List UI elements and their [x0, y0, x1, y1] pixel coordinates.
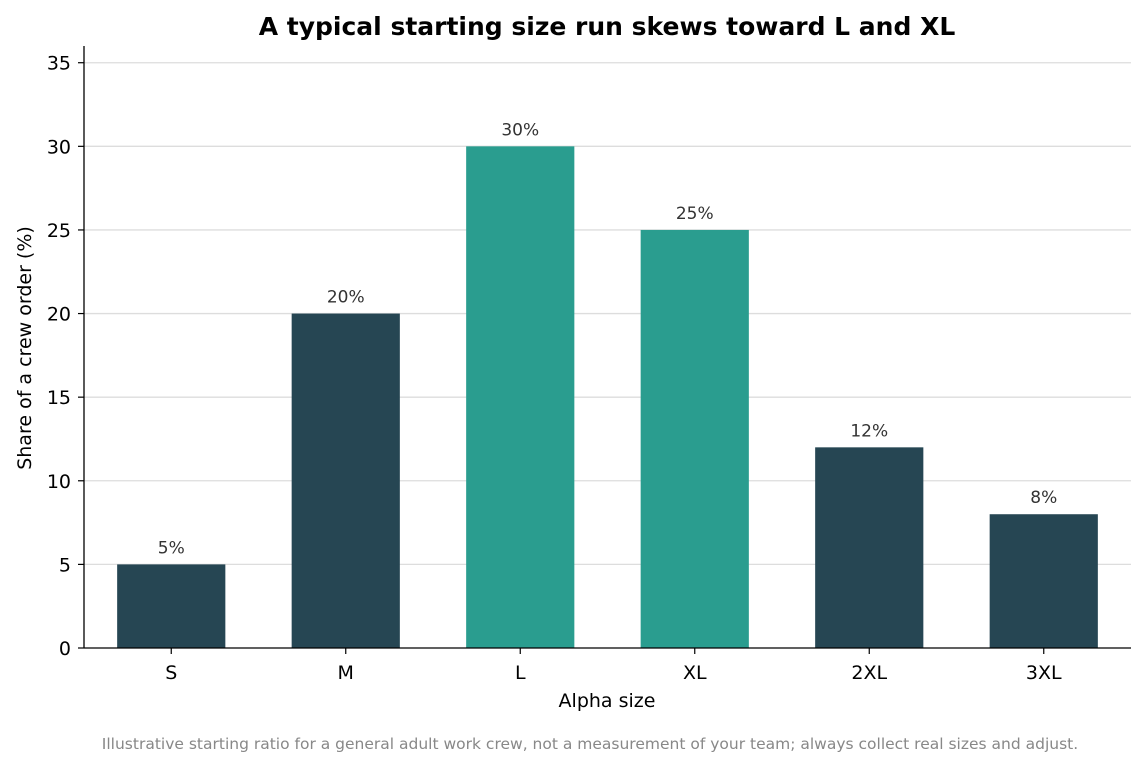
x-axis-ticks: S M L XL 2XL 3XL [165, 648, 1062, 684]
x-tick-label-xl: XL [683, 662, 707, 684]
chart-title: A typical starting size run skews toward… [259, 12, 956, 41]
data-label-3xl: 8% [1030, 488, 1057, 508]
y-tick-label: 20 [47, 304, 71, 326]
y-tick-label: 25 [47, 220, 71, 242]
bar-m [291, 313, 400, 648]
y-tick-label: 35 [47, 53, 71, 75]
data-label-s: 5% [158, 538, 185, 558]
data-label-2xl: 12% [850, 421, 888, 441]
chart-caption: Illustrative starting ratio for a genera… [101, 735, 1079, 753]
data-label-m: 20% [327, 288, 365, 308]
data-labels: 5% 20% 30% 25% 12% 8% [158, 120, 1057, 558]
x-tick-label-2xl: 2XL [851, 662, 887, 684]
bar-l [466, 146, 575, 649]
bar-s [117, 564, 226, 648]
y-tick-label: 30 [47, 136, 71, 158]
y-axis-ticks: 0 5 10 15 20 25 30 35 [47, 53, 84, 660]
y-tick-label: 0 [59, 638, 71, 660]
bar-2xl [815, 447, 924, 648]
bars [117, 146, 1098, 649]
x-tick-label-3xl: 3XL [1026, 662, 1062, 684]
y-tick-label: 15 [47, 387, 71, 409]
bar-xl [640, 229, 749, 648]
y-tick-label: 5 [59, 554, 71, 576]
gridlines [84, 62, 1131, 566]
x-tick-label-l: L [515, 662, 526, 684]
data-label-xl: 25% [676, 204, 714, 224]
y-axis-label: Share of a crew order (%) [14, 226, 36, 470]
bar-3xl [989, 514, 1098, 648]
x-tick-label-s: S [165, 662, 177, 684]
data-label-l: 30% [501, 120, 539, 140]
x-axis-label: Alpha size [559, 690, 656, 712]
x-tick-label-m: M [338, 662, 354, 684]
bar-chart: A typical starting size run skews toward… [14, 12, 1131, 712]
y-tick-label: 10 [47, 471, 71, 493]
